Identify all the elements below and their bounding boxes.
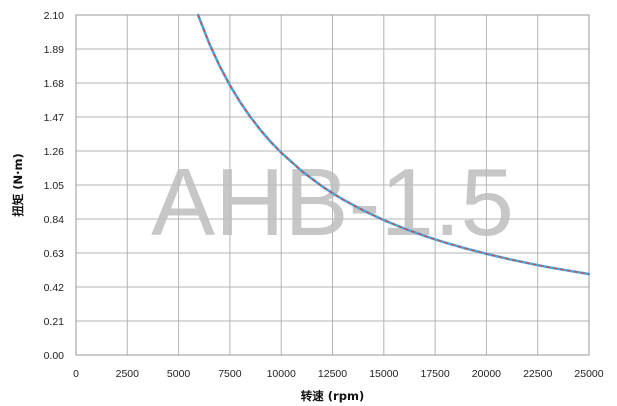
x-tick-label: 20000 [472, 368, 501, 380]
watermark-text: AHB-1.5 [151, 149, 514, 256]
y-tick-label: 0.42 [44, 282, 65, 294]
x-tick-label: 5000 [167, 368, 191, 380]
series-layer [196, 13, 591, 276]
x-tick-labels: 0 2500 5000 7500 10000 12500 15000 17500 20000 22… [73, 368, 604, 380]
x-tick-label: 22500 [523, 368, 552, 380]
x-tick-label: 25000 [574, 368, 603, 380]
y-axis-title: 扭矩 (N·m) [11, 153, 25, 217]
x-tick-label: 15000 [369, 368, 398, 380]
y-tick-label: 1.89 [44, 44, 65, 56]
y-tick-label: 1.68 [44, 78, 65, 90]
y-tick-label: 2.10 [44, 10, 65, 22]
x-axis-title: 转速 (rpm) [301, 389, 364, 403]
y-tick-label: 1.26 [44, 146, 65, 158]
series-dash-line [197, 14, 590, 275]
y-tick-labels: 0.00 0.21 0.42 0.63 0.84 1.05 1.26 1.47 1.68 1.89… [44, 10, 65, 362]
y-tick-label: 0.84 [44, 214, 65, 226]
x-tick-label: 17500 [420, 368, 449, 380]
y-tick-label: 1.05 [44, 180, 65, 192]
y-tick-label: 0.63 [44, 248, 65, 260]
y-tick-label: 0.00 [44, 350, 65, 362]
x-tick-label: 7500 [218, 368, 242, 380]
y-tick-label: 0.21 [44, 316, 65, 328]
y-tick-label: 1.47 [44, 112, 65, 124]
plot-area-frame [75, 14, 590, 356]
x-tick-label: 2500 [116, 368, 140, 380]
x-tick-label: 12500 [318, 368, 347, 380]
x-tick-label: 10000 [267, 368, 296, 380]
x-tick-label: 0 [73, 368, 79, 380]
